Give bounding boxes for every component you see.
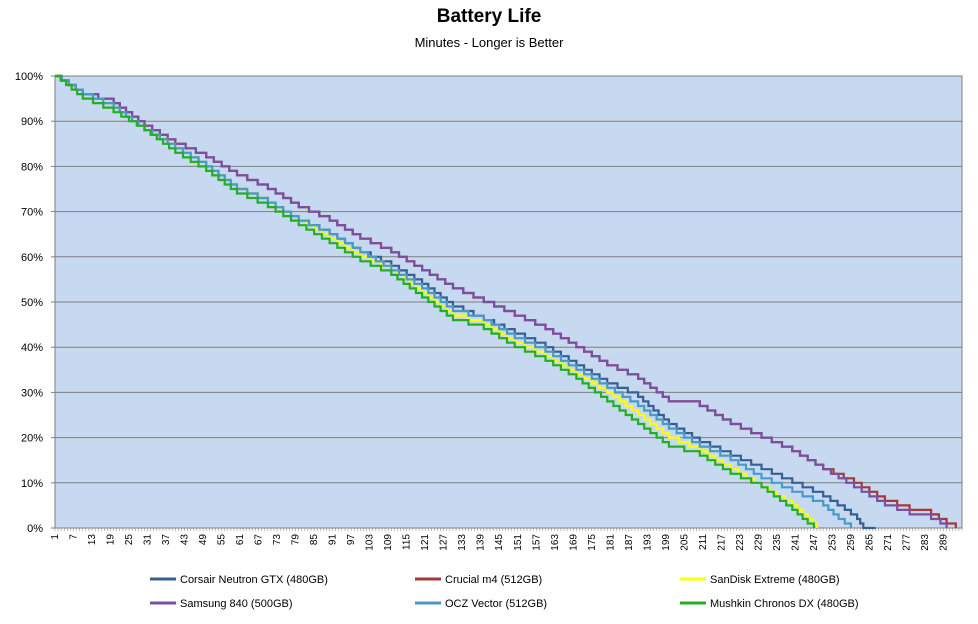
x-tick-label: 49: [198, 534, 209, 546]
legend-label-sandisk-extreme-480gb: SanDisk Extreme (480GB): [710, 574, 840, 586]
y-tick-label: 30%: [21, 387, 43, 399]
x-tick-label: 205: [679, 534, 690, 551]
y-tick-label: 0%: [27, 523, 43, 535]
x-tick-label: 115: [402, 534, 413, 550]
x-tick-label: 181: [605, 534, 616, 551]
x-tick-label: 235: [772, 534, 783, 551]
x-tick-label: 37: [161, 534, 172, 546]
x-tick-label: 265: [864, 534, 875, 551]
x-tick-label: 283: [920, 534, 931, 551]
x-tick-label: 193: [642, 534, 653, 551]
legend-label-ocz-vector-512gb: OCZ Vector (512GB): [445, 598, 547, 610]
x-tick-label: 55: [217, 534, 228, 546]
y-tick-label: 100%: [15, 71, 43, 83]
x-tick-label: 259: [846, 534, 857, 551]
x-tick-label: 7: [69, 534, 80, 540]
series-line-samsung-840-500gb: [55, 74, 948, 528]
y-tick-label: 80%: [21, 161, 43, 173]
x-tick-label: 127: [439, 534, 450, 551]
x-tick-label: 43: [180, 534, 191, 546]
x-tick-label: 139: [476, 534, 487, 551]
x-tick-label: 19: [106, 534, 117, 546]
x-tick-label: 103: [365, 534, 376, 551]
x-tick-label: 85: [309, 534, 320, 546]
y-tick-label: 70%: [21, 207, 43, 219]
x-tick-label: 253: [827, 534, 838, 551]
x-tick-label: 1: [50, 534, 61, 540]
legend-label-mushkin-chronos-dx-480gb: Mushkin Chronos DX (480GB): [710, 598, 859, 610]
x-tick-label: 175: [587, 534, 598, 551]
y-tick-label: 20%: [21, 433, 43, 445]
x-tick-label: 187: [624, 534, 635, 551]
x-tick-label: 133: [457, 534, 468, 551]
x-tick-label: 97: [346, 534, 357, 546]
x-tick-label: 229: [753, 534, 764, 551]
series-line-ocz-vector-512gb: [55, 74, 852, 528]
x-tick-label: 169: [568, 534, 579, 551]
x-tick-label: 211: [698, 534, 709, 550]
x-tick-label: 199: [661, 534, 672, 551]
x-tick-label: 241: [790, 534, 801, 551]
x-tick-label: 247: [809, 534, 820, 551]
x-tick-label: 223: [735, 534, 746, 551]
legend-label-crucial-m4-512gb: Crucial m4 (512GB): [445, 574, 542, 586]
x-tick-label: 91: [328, 534, 339, 546]
x-tick-label: 61: [235, 534, 246, 546]
x-tick-label: 109: [383, 534, 394, 551]
x-tick-label: 145: [494, 534, 505, 551]
x-tick-label: 157: [531, 534, 542, 551]
x-tick-label: 25: [124, 534, 135, 546]
y-tick-label: 60%: [21, 252, 43, 264]
y-tick-label: 90%: [21, 116, 43, 128]
chart-subtitle: Minutes - Longer is Better: [414, 35, 564, 50]
x-tick-label: 271: [883, 534, 894, 551]
x-tick-label: 79: [291, 534, 302, 546]
x-tick-label: 31: [143, 534, 154, 546]
y-tick-label: 40%: [21, 342, 43, 354]
legend-label-corsair-neutron-gtx-480gb: Corsair Neutron GTX (480GB): [180, 574, 328, 586]
x-tick-label: 289: [938, 534, 949, 551]
x-tick-label: 73: [272, 534, 283, 546]
x-tick-label: 217: [716, 534, 727, 551]
series-line-mushkin-chronos-dx-480gb: [55, 74, 815, 528]
y-tick-label: 50%: [21, 297, 43, 309]
x-tick-label: 151: [513, 534, 524, 551]
legend-label-samsung-840-500gb: Samsung 840 (500GB): [180, 598, 293, 610]
x-tick-label: 67: [254, 534, 265, 546]
y-tick-label: 10%: [21, 478, 43, 490]
x-tick-label: 121: [420, 534, 431, 551]
x-tick-label: 13: [87, 534, 98, 546]
x-tick-label: 163: [550, 534, 561, 551]
x-tick-label: 277: [901, 534, 912, 551]
chart-title: Battery Life: [436, 6, 542, 27]
